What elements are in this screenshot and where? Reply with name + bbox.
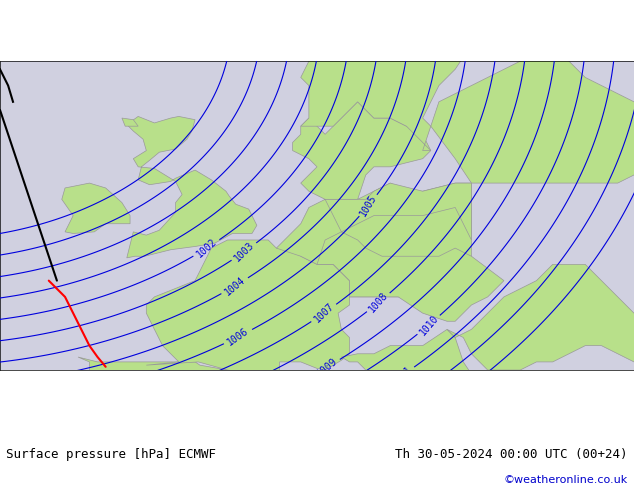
Text: 1012: 1012 bbox=[380, 398, 404, 421]
Polygon shape bbox=[447, 265, 634, 370]
Polygon shape bbox=[341, 329, 496, 460]
Text: ©weatheronline.co.uk: ©weatheronline.co.uk bbox=[503, 475, 628, 485]
Polygon shape bbox=[301, 0, 634, 150]
Polygon shape bbox=[146, 240, 358, 378]
Text: 1002: 1002 bbox=[195, 237, 219, 260]
Text: 1010: 1010 bbox=[417, 313, 440, 337]
Text: 1011: 1011 bbox=[390, 364, 414, 388]
Text: 1006: 1006 bbox=[226, 326, 250, 347]
Text: 1004: 1004 bbox=[223, 274, 247, 297]
Text: 1008: 1008 bbox=[367, 290, 390, 315]
Text: 1005: 1005 bbox=[358, 193, 378, 218]
Text: 1003: 1003 bbox=[232, 240, 256, 264]
Polygon shape bbox=[317, 183, 504, 321]
Text: 1007: 1007 bbox=[312, 301, 336, 325]
Polygon shape bbox=[276, 102, 472, 297]
Text: Th 30-05-2024 00:00 UTC (00+24): Th 30-05-2024 00:00 UTC (00+24) bbox=[395, 448, 628, 462]
Polygon shape bbox=[127, 117, 257, 258]
Polygon shape bbox=[122, 118, 138, 126]
Text: Surface pressure [hPa] ECMWF: Surface pressure [hPa] ECMWF bbox=[6, 448, 216, 462]
Polygon shape bbox=[61, 183, 130, 233]
Text: 1009: 1009 bbox=[314, 356, 339, 379]
Polygon shape bbox=[73, 357, 280, 482]
Polygon shape bbox=[430, 45, 634, 183]
